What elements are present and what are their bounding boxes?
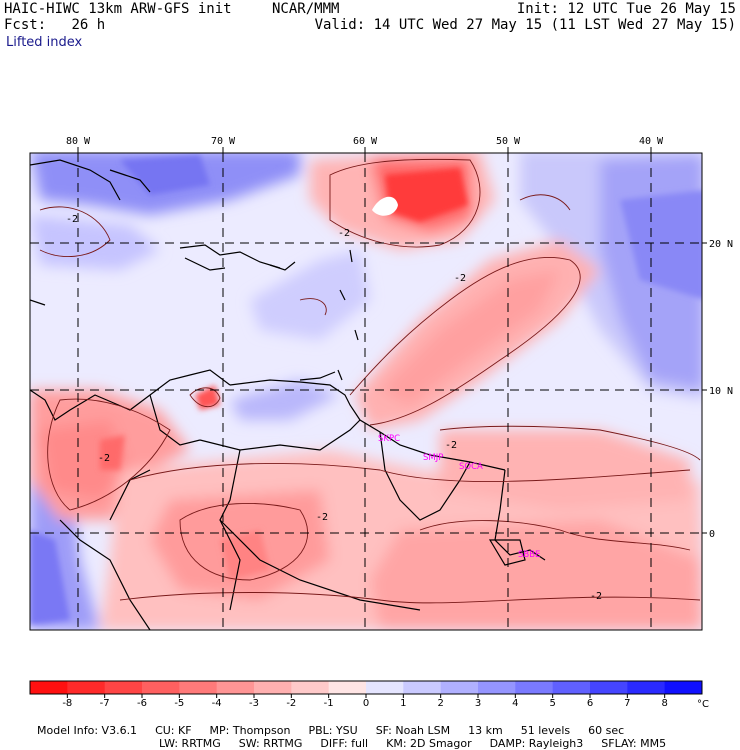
longitude-label: 80 W [66, 136, 91, 147]
colorbar-swatch [627, 681, 666, 694]
model-title: HAIC-HIWC 13km ARW-GFS init [4, 1, 232, 17]
contour-label: -2 [454, 273, 466, 284]
latitude-label: 10 N [709, 386, 733, 397]
pbl-scheme: PBL: YSU [308, 724, 358, 737]
forecast-label: Fcst: [4, 17, 47, 33]
contour-label: -2 [316, 512, 328, 523]
longitude-label: 70 W [211, 136, 236, 147]
colorbar-swatch [291, 681, 330, 694]
colorbar-swatch [179, 681, 218, 694]
lat-lon-grid [30, 153, 702, 630]
colorbar-swatch [478, 681, 516, 694]
colorbar-swatch [515, 681, 554, 694]
colorbar-tick-label: -3 [249, 698, 259, 709]
colorbar-tick-label: -6 [137, 698, 147, 709]
colorbar-swatch [254, 681, 292, 694]
latitude-label: 0 [709, 529, 715, 540]
colorbar-swatch [328, 681, 367, 694]
station-label: SKPC [378, 434, 400, 444]
longwave-scheme: LW: RRTMG [159, 737, 221, 750]
colorbar-tick-label: 5 [549, 698, 555, 709]
contour-label: -2 [98, 453, 110, 464]
valid-time: Valid: 14 UTC Wed 27 May 15 (11 LST Wed … [314, 17, 736, 33]
field-name: Lifted index [6, 35, 83, 50]
colorbar-tick-label: -1 [324, 698, 334, 709]
cumulus-scheme: CU: KF [155, 724, 192, 737]
colorbar-swatch [366, 681, 404, 694]
colorbar-swatch [403, 681, 442, 694]
colorbar: -8 -7 -6 -5 -4 -3 -2 -1 0 1 2 3 4 5 6 7 8 [29, 680, 703, 709]
longitude-label: 50 W [496, 136, 521, 147]
station-label: SBBE [518, 550, 540, 560]
init-time: Init: 12 UTC Tue 26 May 15 [516, 1, 736, 17]
contour-label: -2 [590, 591, 602, 602]
model-version: Model Info: V3.6.1 [37, 724, 138, 737]
colorbar-tick-label: 2 [437, 698, 443, 709]
latitude-label: 20 N [709, 239, 733, 250]
lifted-index-field: -2 -2 -2 -2 -2 -2 -2 SKPC SMJP SOCA SBBE [30, 153, 702, 630]
colorbar-swatch [440, 681, 479, 694]
shortwave-scheme: SW: RRTMG [238, 737, 303, 750]
colorbar-swatch [67, 681, 106, 694]
colorbar-tick-label: 3 [475, 698, 481, 709]
model-info-row2: LW: RRTMG SW: RRTMG DIFF: full KM: 2D Smago… [152, 724, 740, 750]
contour-label: -2 [66, 214, 78, 225]
colorbar-tick-label: -4 [212, 698, 222, 709]
vertical-levels: 51 levels [520, 724, 571, 737]
colorbar-tick-label: 4 [512, 698, 518, 709]
colorbar-tick-label: -5 [174, 698, 184, 709]
station-label: SOCA [459, 462, 483, 472]
organization-label: NCAR/MMM [272, 1, 340, 17]
contour-label: -2 [338, 228, 350, 239]
colorbar-swatch [552, 681, 591, 694]
colorbar-swatch [142, 681, 180, 694]
diffusion-setting: DIFF: full [320, 737, 369, 750]
colorbar-swatch [30, 681, 68, 694]
colorbar-tick-label: -2 [286, 698, 296, 709]
damping-setting: DAMP: Rayleigh3 [489, 737, 584, 750]
longitude-label: 60 W [353, 136, 378, 147]
colorbar-tick-label: 0 [363, 698, 369, 709]
surface-layer-setting: SFLAY: MM5 [601, 737, 667, 750]
km-setting: KM: 2D Smagor [386, 737, 472, 750]
colorbar-tick-label: 7 [624, 698, 630, 709]
contour-label: -2 [445, 440, 457, 451]
colorbar-tick-label: -7 [100, 698, 110, 709]
microphysics-scheme: MP: Thompson [209, 724, 291, 737]
surface-scheme: SF: Noah LSM [375, 724, 451, 737]
colorbar-tick-label: 1 [400, 698, 406, 709]
time-step: 60 sec [588, 724, 625, 737]
model-info-row1: Model Info: V3.6.1 CU: KF MP: Thompson PBL:… [30, 711, 740, 737]
colorbar-swatch [216, 681, 255, 694]
forecast-value: 26 h [71, 17, 106, 33]
grid-spacing: 13 km [468, 724, 503, 737]
colorbar-tick-label: -8 [62, 698, 72, 709]
colorbar-swatch [664, 681, 703, 694]
colorbar-swatch [104, 681, 143, 694]
colorbar-tick-label: 8 [661, 698, 667, 709]
colorbar-swatch [590, 681, 628, 694]
colorbar-unit: °C [697, 699, 709, 710]
station-label: SMJP [423, 453, 443, 463]
colorbar-tick-label: 6 [587, 698, 593, 709]
longitude-label: 40 W [639, 136, 664, 147]
map-frame [29, 152, 703, 631]
forecast-hour: Fcst: 26 h [4, 17, 105, 33]
